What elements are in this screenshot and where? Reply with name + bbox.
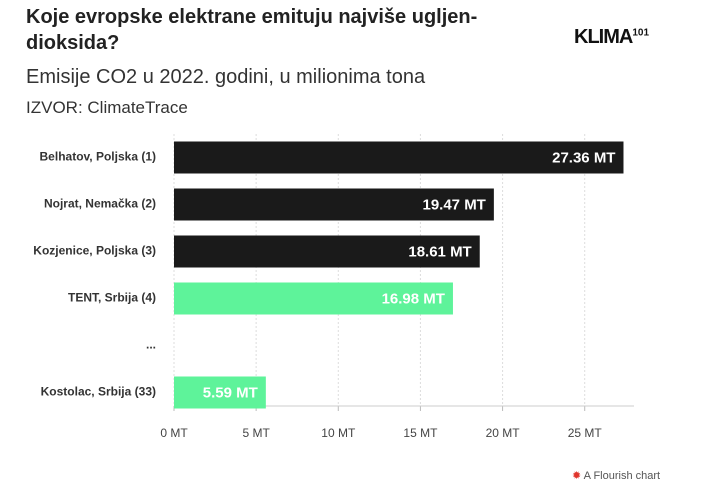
- x-tick-label: 5 MT: [242, 426, 270, 440]
- chart-subtitle: Emisije CO2 u 2022. godini, u milionima …: [26, 66, 426, 88]
- chart: 0 MT 5 MT 10 MT 15 MT 20 MT 25 MT Belhatov, Po…: [33, 134, 634, 440]
- value-label: 18.61 MT: [408, 243, 471, 260]
- y-tick-label: Nojrat, Nemačka (2): [44, 197, 156, 211]
- bar: [174, 141, 624, 174]
- chart-title: Koje evropske elektrane emituju najviše …: [26, 6, 478, 54]
- chart-source: IZVOR: ClimateTrace: [26, 98, 188, 117]
- y-tick-label: Kostolac, Srbija (33): [41, 385, 156, 399]
- y-tick-label: Kozjenice, Poljska (3): [33, 244, 156, 258]
- x-tick-label: 0 MT: [160, 426, 188, 440]
- x-tick-label: 20 MT: [486, 426, 521, 440]
- value-label: 5.59 MT: [203, 384, 258, 401]
- y-tick-label: ...: [146, 338, 156, 352]
- logo: KLIMA101: [574, 26, 649, 49]
- value-label: 27.36 MT: [552, 149, 615, 166]
- logo-name: KLIMA: [574, 26, 633, 48]
- bar: [174, 282, 453, 315]
- x-tick-label: 25 MT: [568, 426, 603, 440]
- bar: [174, 188, 494, 221]
- bar: [174, 376, 266, 409]
- footer[interactable]: ✹ A Flourish chart: [572, 470, 661, 482]
- footer-text[interactable]: A Flourish chart: [583, 470, 661, 482]
- y-tick-label: Belhatov, Poljska (1): [40, 150, 156, 164]
- value-label: 16.98 MT: [382, 290, 445, 307]
- y-tick-label: TENT, Srbija (4): [68, 291, 156, 305]
- bar: [174, 235, 480, 268]
- logo-number: 101: [632, 27, 650, 39]
- x-tick-label: 10 MT: [321, 426, 356, 440]
- value-label: 19.47 MT: [422, 196, 485, 213]
- x-tick-label: 15 MT: [403, 426, 438, 440]
